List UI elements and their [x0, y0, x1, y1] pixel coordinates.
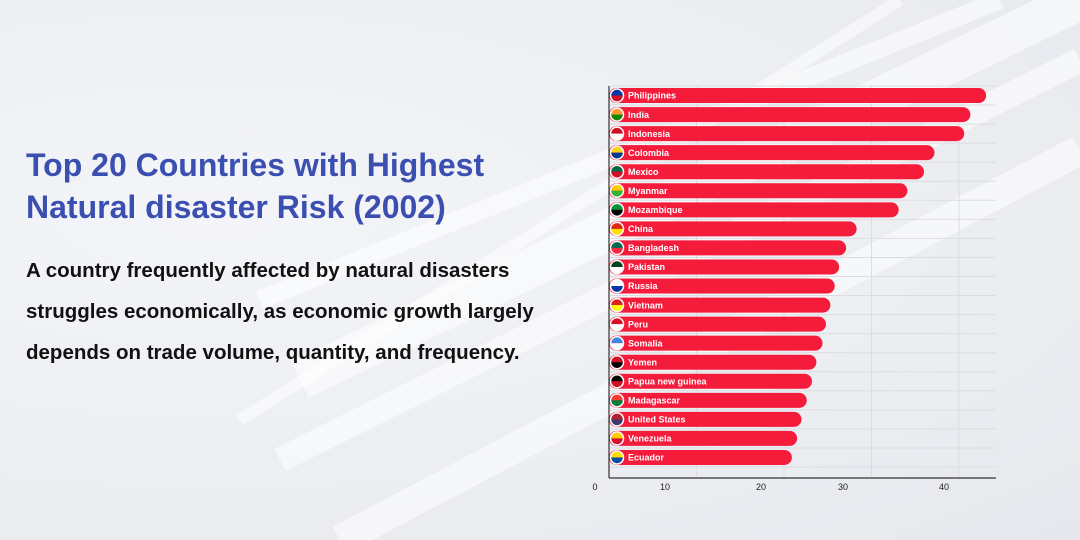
bar: [609, 278, 835, 294]
flag-icon: [609, 316, 625, 332]
flag-icon: [609, 393, 625, 408]
bar-label: Russia: [628, 281, 659, 291]
bar: [609, 316, 826, 332]
bar: [609, 449, 792, 465]
bar: [609, 392, 807, 408]
bar: [609, 373, 812, 389]
flag-icon: [609, 297, 625, 313]
x-tick-label: 0: [592, 482, 597, 492]
bar: [609, 430, 798, 446]
bar-label: China: [628, 224, 654, 234]
bar: [609, 335, 823, 351]
bar-label: India: [628, 110, 650, 120]
bar: [609, 126, 965, 142]
bar-label: Pakistan: [628, 262, 665, 272]
bar-label: Colombia: [628, 148, 670, 158]
flag-icon: [609, 278, 625, 294]
bar-label: Peru: [628, 319, 648, 329]
bar: [609, 202, 899, 218]
x-tick-label: 20: [756, 482, 766, 492]
bar: [609, 259, 840, 275]
bar-label: Myanmar: [628, 186, 668, 196]
bar: [609, 164, 924, 180]
bars: Philippines India Indonesia Colombia Mexico M…: [609, 88, 987, 465]
bar: [609, 354, 817, 370]
bar-label: Mexico: [628, 167, 659, 177]
flag-icon: [609, 221, 625, 237]
bar-label: Mozambique: [628, 205, 683, 215]
bar-label: Venezuela: [628, 434, 673, 444]
x-tick-label: 10: [660, 482, 670, 492]
flag-icon: [609, 164, 625, 179]
bar-label: Bangladesh: [628, 243, 679, 253]
x-tick-label: 40: [939, 482, 949, 492]
chart-title: Top 20 Countries with Highest Natural di…: [26, 147, 485, 225]
bar-label: Madagascar: [628, 396, 681, 406]
bar: [609, 183, 908, 199]
bar: [609, 107, 971, 123]
bar-label: Ecuador: [628, 453, 665, 463]
chart-subtitle: A country frequently affected by natural…: [26, 259, 534, 364]
flag-icon: [609, 183, 625, 199]
flag-icon: [609, 335, 625, 351]
flag-icon: [609, 202, 625, 218]
axes: 0 10 20 30 40: [592, 86, 996, 492]
flag-icon: [609, 145, 625, 160]
bar: [609, 221, 857, 237]
flag-icon: [609, 431, 625, 446]
bar-label: Philippines: [628, 91, 676, 101]
flag-icon: [609, 354, 625, 370]
bar-label: Somalia: [628, 338, 664, 348]
flag-icon: [609, 374, 625, 389]
bar-label: United States: [628, 415, 686, 425]
flag-icon: [609, 450, 625, 465]
bar: [609, 88, 987, 104]
flag-icon: [609, 88, 625, 103]
bar: [609, 145, 935, 161]
flag-icon: [609, 126, 625, 141]
flag-icon: [609, 107, 625, 122]
flag-icon: [609, 412, 625, 427]
bar-label: Indonesia: [628, 129, 671, 139]
x-tick-label: 30: [838, 482, 848, 492]
flag-icon: [609, 259, 625, 275]
bar-label: Vietnam: [628, 300, 663, 310]
bar-label: Papua new guinea: [628, 376, 708, 386]
bar: [609, 297, 831, 313]
bar: [609, 240, 847, 256]
flag-icon: [609, 240, 625, 256]
bar: [609, 411, 802, 427]
bar-label: Yemen: [628, 357, 657, 367]
